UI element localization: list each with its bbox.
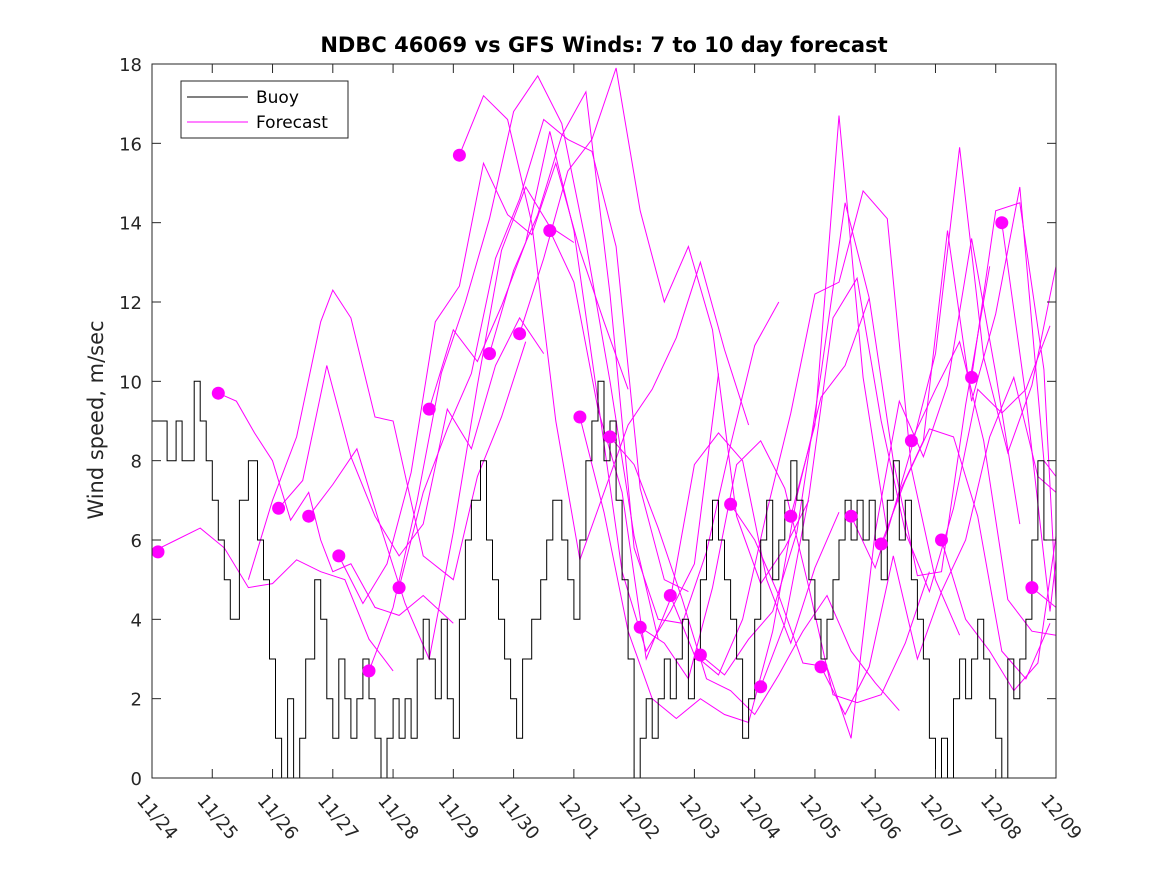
x-tick-label: 11/26: [253, 791, 302, 844]
forecast-marker: [904, 434, 918, 448]
forecast-line-2: [218, 392, 454, 624]
forecast-marker: [754, 680, 768, 694]
forecast-marker: [633, 620, 647, 634]
forecast-marker: [392, 581, 406, 595]
forecast-line-3: [247, 289, 527, 581]
forecast-line-24: [880, 428, 1051, 680]
x-tick-label: 11/30: [494, 791, 543, 844]
x-tick-label: 12/08: [976, 791, 1025, 844]
forecast-line-8: [398, 118, 689, 593]
x-tick-label: 12/07: [916, 791, 965, 844]
forecast-marker: [452, 148, 466, 162]
forecast-line-22: [820, 375, 1057, 716]
x-tick-label: 12/04: [735, 791, 784, 844]
legend-box: [180, 80, 349, 139]
forecast-line-5: [308, 185, 575, 661]
y-tick-label: 0: [131, 769, 142, 790]
x-tick-label: 11/28: [373, 791, 422, 844]
x-tick-label: 12/09: [1036, 791, 1085, 844]
x-tick-label: 11/25: [192, 791, 241, 844]
marker-layer: [151, 148, 1039, 694]
forecast-marker: [483, 347, 496, 361]
y-axis-label: Wind speed, m/sec: [84, 320, 108, 519]
forecast-marker: [422, 402, 436, 416]
y-tick-label: 14: [119, 214, 142, 235]
forecast-line-15: [609, 436, 900, 716]
forecast-marker: [1025, 581, 1039, 595]
series-layer: [151, 67, 1057, 779]
forecast-marker: [724, 497, 738, 511]
forecast-marker: [513, 327, 527, 341]
y-tick-label: 6: [131, 531, 142, 552]
buoy-line: [152, 380, 1050, 779]
forecast-marker: [935, 533, 948, 547]
forecast-line-25: [910, 340, 1057, 636]
y-tick-label: 12: [119, 293, 142, 314]
x-tick-label: 12/02: [614, 791, 663, 844]
forecast-marker: [874, 537, 888, 551]
forecast-line-18: [700, 202, 991, 676]
forecast-line-9: [428, 131, 719, 653]
x-tick-label: 11/29: [434, 791, 483, 844]
y-tick-label: 8: [131, 452, 142, 473]
forecast-marker: [362, 664, 376, 678]
forecast-marker: [543, 224, 557, 238]
forecast-marker: [814, 660, 828, 674]
forecast-marker: [573, 410, 587, 424]
legend-buoy-label: Buoy: [256, 88, 299, 108]
x-tick-label: 11/24: [132, 791, 181, 844]
forecast-marker: [272, 501, 286, 515]
forecast-marker: [151, 545, 165, 559]
forecast-line-6: [338, 161, 629, 605]
forecast-marker: [603, 430, 617, 444]
x-tick-label: 12/06: [855, 791, 904, 844]
forecast-marker: [302, 509, 316, 523]
forecast-marker: [332, 549, 346, 563]
forecast-line-21: [790, 115, 1057, 533]
forecast-marker: [211, 386, 225, 400]
forecast-line-11: [489, 90, 780, 624]
forecast-marker: [693, 648, 707, 662]
chart-title: NDBC 46069 vs GFS Winds: 7 to 10 day for…: [320, 33, 887, 57]
x-tick-label: 11/27: [313, 791, 362, 844]
y-tick-label: 10: [119, 372, 142, 393]
x-tick-label: 12/01: [554, 791, 603, 844]
y-tick-label: 18: [119, 55, 142, 76]
forecast-line-27: [971, 202, 1057, 600]
y-tick-label: 16: [119, 134, 142, 155]
forecast-marker: [995, 216, 1009, 230]
legend: Buoy Forecast: [180, 80, 349, 139]
forecast-marker: [844, 509, 858, 523]
plot-frame: [151, 63, 1057, 779]
forecast-line-10: [458, 94, 750, 562]
forecast-line-26: [941, 535, 1057, 692]
y-tick-label: 4: [131, 610, 142, 631]
forecast-line-1: [151, 527, 394, 672]
forecast-marker: [965, 370, 979, 384]
forecast-line-7: [368, 74, 659, 672]
forecast-marker: [663, 589, 677, 602]
x-tick-label: 12/05: [795, 791, 844, 844]
legend-forecast-label: Forecast: [256, 113, 328, 133]
x-tick-label: 12/03: [675, 791, 724, 844]
forecast-marker: [784, 509, 798, 523]
y-tick-label: 2: [131, 690, 142, 711]
